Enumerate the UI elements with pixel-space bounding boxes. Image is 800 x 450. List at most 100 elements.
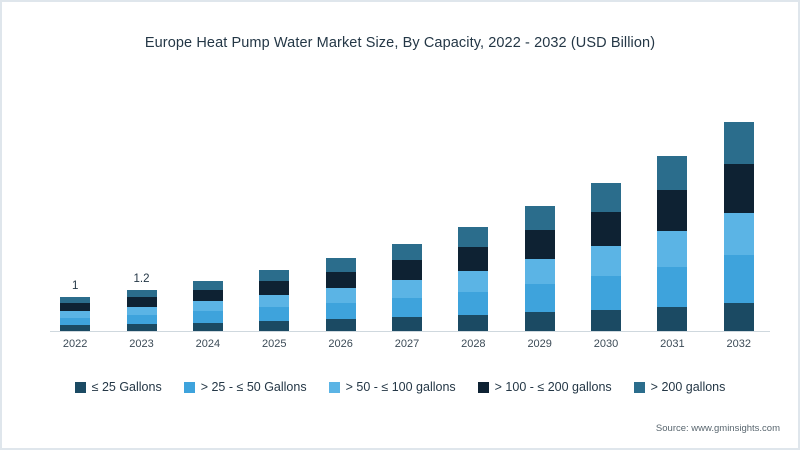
- bar-segment[interactable]: [524, 206, 555, 231]
- bar-segment[interactable]: [458, 271, 489, 292]
- bar-segment[interactable]: [126, 324, 157, 331]
- bar-segment[interactable]: [192, 311, 223, 323]
- bar-slot[interactable]: 1.2: [114, 84, 170, 331]
- bar-segment[interactable]: [192, 301, 223, 312]
- bar-segment[interactable]: [192, 290, 223, 302]
- bar-segment[interactable]: [126, 306, 157, 315]
- bar-segment[interactable]: [657, 190, 688, 232]
- bar-segment[interactable]: [60, 296, 91, 304]
- bar-segment[interactable]: [60, 325, 91, 331]
- bar-segment[interactable]: [657, 155, 688, 191]
- bar-segment[interactable]: [126, 314, 157, 325]
- bar-slot[interactable]: [246, 84, 302, 331]
- x-axis-label: 2024: [195, 338, 221, 350]
- bar-segment[interactable]: [192, 322, 223, 331]
- stacked-bar[interactable]: [60, 296, 91, 331]
- bar-segment[interactable]: [60, 310, 91, 318]
- bar-segment[interactable]: [723, 213, 754, 256]
- legend-label: ≤ 25 Gallons: [91, 380, 162, 394]
- bar-segment[interactable]: [391, 243, 422, 261]
- bar-segment[interactable]: [126, 289, 157, 298]
- bar-segment[interactable]: [657, 266, 688, 307]
- bar-slot[interactable]: [313, 84, 369, 331]
- legend-item[interactable]: > 100 - ≤ 200 gallons: [477, 380, 612, 394]
- bar-segment[interactable]: [60, 303, 91, 311]
- stacked-bar[interactable]: [723, 122, 754, 331]
- bar-segment[interactable]: [325, 302, 356, 320]
- bar-segment[interactable]: [458, 227, 489, 247]
- legend-label: > 25 - ≤ 50 Gallons: [200, 380, 307, 394]
- bar-segment[interactable]: [657, 306, 688, 331]
- bar-slot[interactable]: [180, 84, 236, 331]
- bar-segment[interactable]: [325, 271, 356, 289]
- bar-segment[interactable]: [325, 258, 356, 272]
- bar-segment[interactable]: [259, 281, 290, 296]
- bar-slot[interactable]: [644, 84, 700, 331]
- bar-segment[interactable]: [657, 231, 688, 267]
- x-axis-label: 2026: [328, 338, 353, 350]
- bar-segment[interactable]: [524, 312, 555, 331]
- bar-segment[interactable]: [391, 297, 422, 318]
- bar-segment[interactable]: [591, 309, 622, 331]
- bar-segment[interactable]: [391, 317, 422, 331]
- bar-segment[interactable]: [591, 182, 622, 212]
- x-axis-label: 2032: [726, 338, 751, 350]
- bar-segment[interactable]: [259, 321, 290, 331]
- bar-segment[interactable]: [723, 302, 754, 331]
- bar-segment[interactable]: [325, 288, 356, 303]
- stacked-bar[interactable]: [126, 289, 157, 331]
- bar-segment[interactable]: [524, 259, 555, 285]
- bar-segment[interactable]: [391, 280, 422, 298]
- stacked-bar[interactable]: [591, 182, 622, 331]
- bar-segment[interactable]: [259, 270, 290, 282]
- legend-swatch-icon: [74, 381, 86, 393]
- bar-slot[interactable]: [711, 84, 767, 331]
- bar-segment[interactable]: [723, 163, 754, 214]
- stacked-bar[interactable]: [192, 280, 223, 331]
- bar-segment[interactable]: [591, 211, 622, 247]
- stacked-bar[interactable]: [657, 155, 688, 331]
- stacked-bar[interactable]: [391, 243, 422, 331]
- legend-label: > 100 - ≤ 200 gallons: [494, 380, 612, 394]
- stacked-bar[interactable]: [524, 206, 555, 331]
- bar-segment[interactable]: [723, 122, 754, 164]
- bar-value-label: 1.2: [133, 272, 150, 285]
- stacked-bar[interactable]: [458, 227, 489, 331]
- bar-segment[interactable]: [259, 307, 290, 322]
- legend-item[interactable]: > 200 gallons: [633, 380, 725, 394]
- x-axis-label: 2027: [394, 338, 420, 350]
- bar-slot[interactable]: 1: [47, 84, 103, 331]
- bar-segment[interactable]: [325, 319, 356, 331]
- bar-segment[interactable]: [458, 247, 489, 272]
- bar-segment[interactable]: [192, 280, 223, 291]
- x-axis-label: 2025: [262, 338, 287, 350]
- bar-segment[interactable]: [591, 246, 622, 276]
- x-axis-label: 2031: [660, 338, 685, 350]
- x-axis-label: 2030: [593, 338, 619, 350]
- bar-slot[interactable]: [578, 84, 634, 331]
- legend-item[interactable]: > 25 - ≤ 50 Gallons: [183, 380, 307, 394]
- bar-segment[interactable]: [524, 284, 555, 313]
- bar-segment[interactable]: [126, 297, 157, 307]
- bar-slot[interactable]: [379, 84, 435, 331]
- bar-slot[interactable]: [512, 84, 568, 331]
- bar-segment[interactable]: [524, 230, 555, 260]
- bar-segment[interactable]: [259, 295, 290, 308]
- bar-segment[interactable]: [391, 260, 422, 281]
- bar-slot[interactable]: [445, 84, 501, 331]
- plot-area: 1 1.2: [42, 84, 772, 332]
- stacked-bar[interactable]: [259, 270, 290, 331]
- bar-segment[interactable]: [458, 291, 489, 316]
- bar-segment[interactable]: [60, 317, 91, 326]
- legend-swatch-icon: [183, 381, 195, 393]
- bar-segment[interactable]: [723, 255, 754, 303]
- legend-item[interactable]: > 50 - ≤ 100 gallons: [328, 380, 456, 394]
- bar-group: 1 1.2: [42, 84, 772, 331]
- bar-segment[interactable]: [458, 315, 489, 331]
- legend-item[interactable]: ≤ 25 Gallons: [74, 380, 162, 394]
- stacked-bar[interactable]: [325, 258, 356, 331]
- bar-segment[interactable]: [591, 275, 622, 310]
- legend-swatch-icon: [328, 381, 340, 393]
- chart-legend: ≤ 25 Gallons > 25 - ≤ 50 Gallons > 50 - ≤ …: [2, 380, 798, 394]
